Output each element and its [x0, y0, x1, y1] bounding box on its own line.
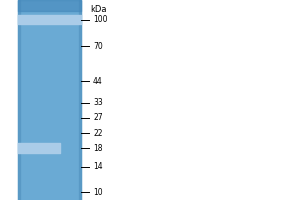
Bar	[18, 0, 81, 200]
Text: 33: 33	[93, 98, 103, 107]
Bar	[79, 0, 81, 200]
Text: kDa: kDa	[90, 5, 106, 14]
Text: 10: 10	[93, 188, 103, 197]
Text: 100: 100	[93, 15, 107, 24]
Text: 70: 70	[93, 42, 103, 51]
Text: 27: 27	[93, 113, 103, 122]
Text: 22: 22	[93, 129, 103, 138]
Text: 44: 44	[93, 77, 103, 86]
Text: 14: 14	[93, 162, 103, 171]
Bar	[18, 0, 20, 200]
Text: 18: 18	[93, 144, 103, 153]
